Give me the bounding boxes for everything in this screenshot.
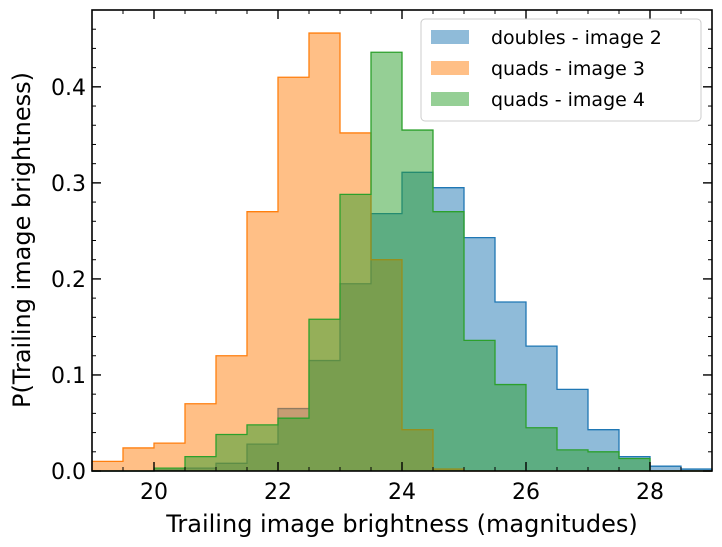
y-axis-label: P(Trailing image brightness) (8, 72, 36, 408)
bar-quads-image-4-8 (340, 194, 371, 471)
bar-quads-image-4-9 (371, 52, 402, 472)
bar-quads-image-4-6 (278, 418, 309, 471)
y-tick-label: 0.4 (51, 76, 86, 101)
legend-box (420, 18, 702, 122)
bar-quads-image-3-0 (92, 461, 123, 471)
bar-quads-image-4-10 (402, 130, 433, 472)
legend-swatch-doubles-image-2 (431, 30, 469, 44)
bars-layer (91, 32, 713, 472)
x-tick-label: 28 (636, 480, 664, 505)
bar-quads-image-4-13 (495, 384, 526, 471)
legend-label-quads-image-4: quads - image 4 (491, 89, 645, 111)
bar-quads-image-3-1 (123, 447, 154, 471)
legend-label-doubles-image-2: doubles - image 2 (491, 27, 662, 49)
y-tick-label: 0.2 (51, 268, 86, 293)
bar-quads-image-4-11 (433, 211, 464, 471)
y-tick-label: 0.0 (51, 460, 86, 485)
step-outline-quads-image-4 (92, 51, 712, 472)
bar-quads-image-4-5 (247, 424, 278, 471)
x-tick-label: 24 (388, 480, 416, 505)
bar-quads-image-3-2 (154, 443, 185, 471)
legend-swatch-quads-image-4 (431, 92, 469, 106)
legend-label-quads-image-3: quads - image 3 (491, 58, 645, 80)
bar-quads-image-4-16 (588, 451, 619, 471)
series-quads-image-4 (92, 51, 712, 472)
bar-quads-image-4-7 (309, 319, 340, 471)
bar-quads-image-4-2 (154, 468, 185, 471)
x-tick-label: 20 (140, 480, 168, 505)
bar-quads-image-4-15 (557, 449, 588, 471)
bar-quads-image-4-17 (619, 458, 650, 471)
bar-quads-image-4-4 (216, 434, 247, 471)
x-axis-label: Trailing image brightness (magnitudes) (165, 510, 637, 538)
y-tick-label: 0.3 (51, 172, 86, 197)
legend: doubles - image 2 quads - image 3 quads - … (420, 18, 702, 122)
x-tick-label: 26 (512, 480, 540, 505)
bar-doubles-image-2-19 (681, 469, 712, 471)
legend-swatch-quads-image-3 (431, 61, 469, 75)
bar-quads-image-4-3 (185, 456, 216, 471)
bar-quads-image-4-12 (464, 340, 495, 471)
y-tick-label: 0.1 (51, 364, 86, 389)
bar-quads-image-3-6 (278, 77, 309, 472)
bar-doubles-image-2-18 (650, 466, 681, 471)
ticks-layer: 20 22 24 26 28 0.0 0.1 0.2 0.3 0.4 (51, 10, 712, 505)
bar-quads-image-4-14 (526, 427, 557, 471)
x-tick-label: 22 (264, 480, 292, 505)
